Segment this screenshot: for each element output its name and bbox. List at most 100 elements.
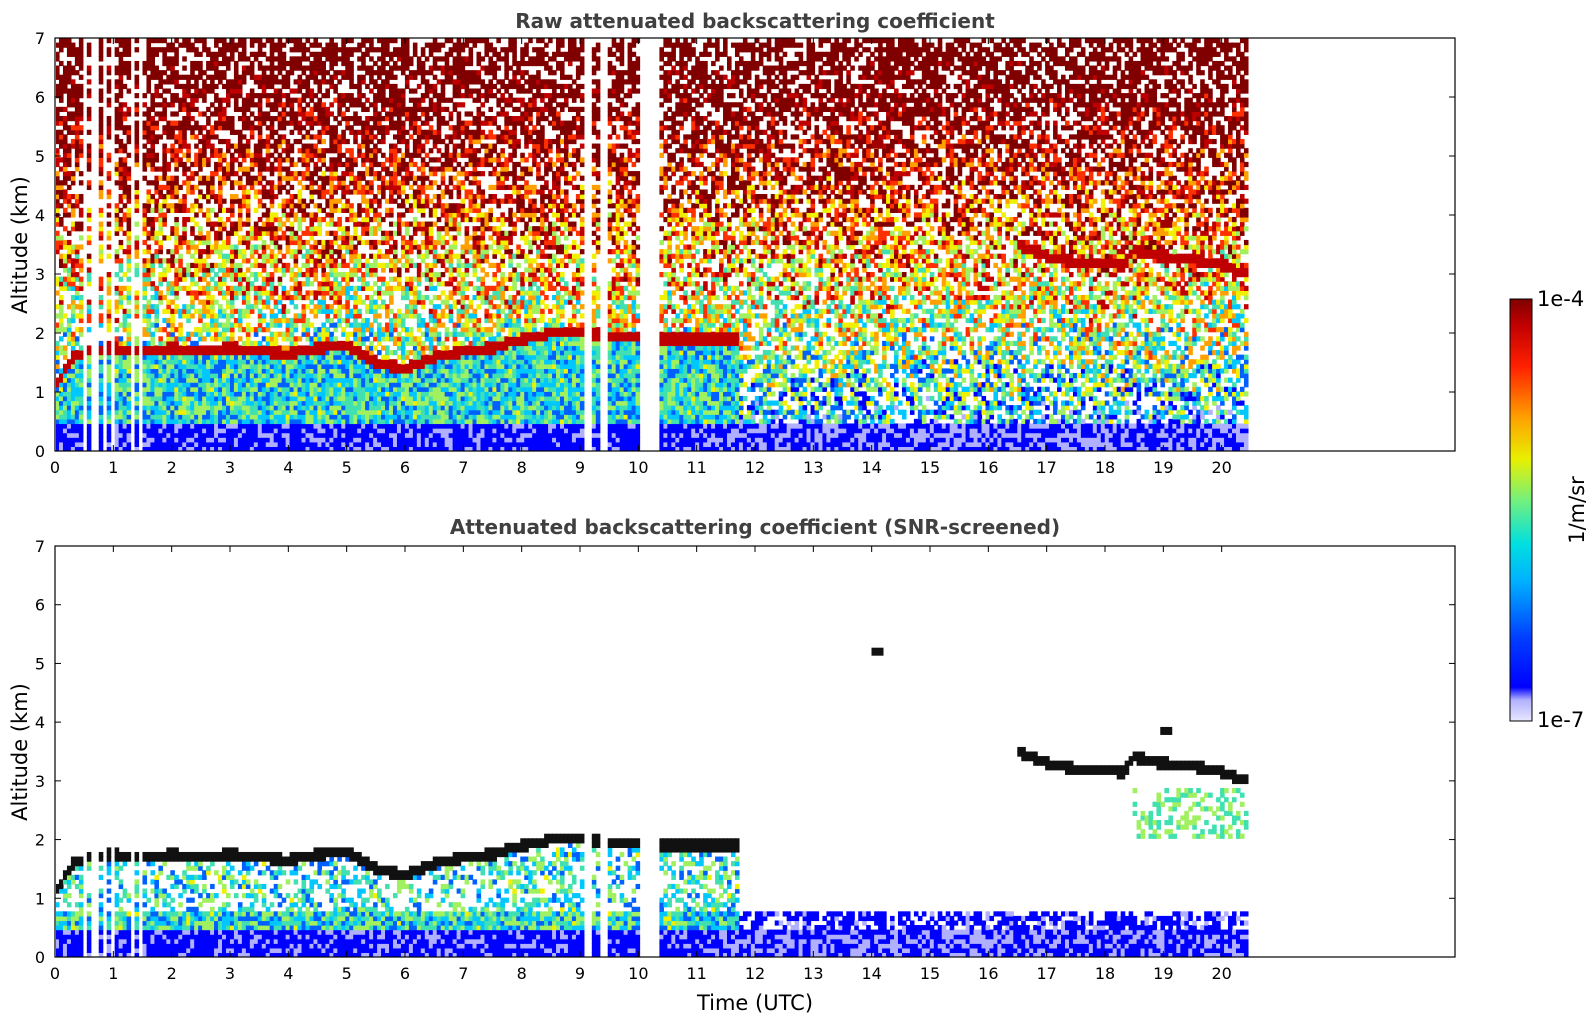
heatmap-cell	[285, 60, 291, 67]
heatmap-cell	[98, 350, 104, 356]
heatmap-cell	[214, 327, 219, 333]
heatmap-cell	[214, 336, 219, 342]
heatmap-cell	[218, 60, 223, 67]
heatmap-cell	[74, 405, 80, 411]
heatmap-cell	[58, 74, 64, 80]
heatmap-cell	[182, 405, 187, 411]
heatmap-cell	[186, 354, 191, 360]
heatmap-cell	[373, 83, 378, 90]
heatmap-cell	[269, 336, 275, 342]
heatmap-cell	[218, 446, 223, 451]
heatmap-cell	[218, 441, 223, 448]
heatmap-cell	[150, 253, 156, 259]
heatmap-cell	[297, 372, 303, 379]
heatmap-cell	[174, 446, 179, 451]
heatmap-cell	[301, 395, 307, 402]
heatmap-cell	[321, 267, 326, 273]
heatmap-cell	[150, 207, 156, 213]
heatmap-cell	[233, 262, 239, 269]
heatmap-cell	[317, 336, 323, 342]
heatmap-cell	[301, 441, 307, 448]
heatmap-cell	[218, 437, 223, 443]
heatmap-cell	[281, 437, 287, 443]
heatmap-cell	[190, 400, 195, 406]
heatmap-cell	[313, 386, 319, 392]
heatmap-cell	[309, 235, 315, 241]
heatmap-cell	[237, 350, 243, 356]
heatmap-cell	[281, 290, 287, 296]
heatmap-cell	[285, 437, 291, 443]
heatmap-cell	[349, 368, 354, 374]
heatmap-cell	[182, 194, 187, 200]
heatmap-cell	[150, 74, 156, 80]
heatmap-cell	[222, 56, 227, 62]
heatmap-cell	[166, 175, 171, 181]
heatmap-cell	[317, 258, 323, 264]
heatmap-cell	[317, 184, 323, 191]
heatmap-cell	[186, 441, 191, 448]
heatmap-cell	[190, 359, 195, 365]
heatmap-cell	[329, 230, 334, 236]
heatmap-cell	[309, 354, 315, 360]
heatmap-cell	[285, 395, 291, 402]
heatmap-cell	[118, 180, 124, 186]
heatmap-cell	[206, 391, 211, 397]
heatmap-cell	[162, 345, 167, 351]
heatmap-cell	[182, 226, 187, 232]
heatmap-cell	[174, 285, 179, 291]
heatmap-cell	[261, 432, 267, 438]
heatmap-cell	[126, 230, 132, 236]
heatmap-cell	[341, 226, 346, 232]
heatmap-cell	[58, 253, 64, 259]
heatmap-cell	[325, 272, 330, 278]
heatmap-cell	[150, 226, 156, 232]
heatmap-cell	[98, 253, 104, 259]
heatmap-cell	[70, 391, 76, 397]
heatmap-cell	[150, 70, 156, 76]
heatmap-cell	[78, 405, 84, 411]
heatmap-cell	[357, 79, 362, 85]
heatmap-cell	[70, 212, 76, 218]
heatmap-cell	[297, 226, 303, 232]
heatmap-cell	[301, 116, 307, 122]
heatmap-cell	[377, 350, 382, 356]
heatmap-cell	[122, 317, 128, 324]
heatmap-cell	[301, 125, 307, 131]
heatmap-cell	[329, 111, 334, 117]
heatmap-cell	[74, 372, 80, 379]
heatmap-cell	[337, 322, 342, 328]
heatmap-cell	[265, 216, 271, 223]
heatmap-cell	[190, 299, 195, 305]
heatmap-cell	[297, 368, 303, 374]
heatmap-cell	[309, 391, 315, 397]
heatmap-cell	[98, 368, 104, 374]
heatmap-cell	[313, 423, 319, 429]
heatmap-cell	[174, 161, 179, 168]
heatmap-cell	[98, 70, 104, 76]
heatmap-cell	[373, 111, 378, 117]
heatmap-cell	[158, 437, 163, 443]
heatmap-cell	[142, 272, 148, 278]
heatmap-cell	[373, 194, 378, 200]
heatmap-cell	[285, 262, 291, 269]
heatmap-cell	[333, 203, 338, 209]
heatmap-cell	[222, 405, 227, 411]
heatmap-cell	[237, 363, 243, 369]
heatmap-cell	[373, 79, 378, 85]
heatmap-cell	[150, 340, 156, 347]
heatmap-cell	[365, 51, 370, 57]
heatmap-cell	[154, 88, 159, 94]
heatmap-cell	[78, 299, 84, 305]
heatmap-cell	[301, 317, 307, 324]
heatmap-cell	[301, 79, 307, 85]
heatmap-cell	[281, 350, 287, 356]
heatmap-cell	[233, 97, 239, 103]
heatmap-cell	[377, 322, 382, 328]
heatmap-cell	[66, 437, 72, 443]
heatmap-cell	[349, 400, 354, 406]
heatmap-cell	[233, 345, 239, 351]
heatmap-cell	[134, 180, 140, 186]
heatmap-cell	[198, 111, 203, 117]
top-panel: Raw attenuated backscattering coefficien…	[8, 9, 1456, 477]
heatmap-cell	[353, 363, 358, 369]
